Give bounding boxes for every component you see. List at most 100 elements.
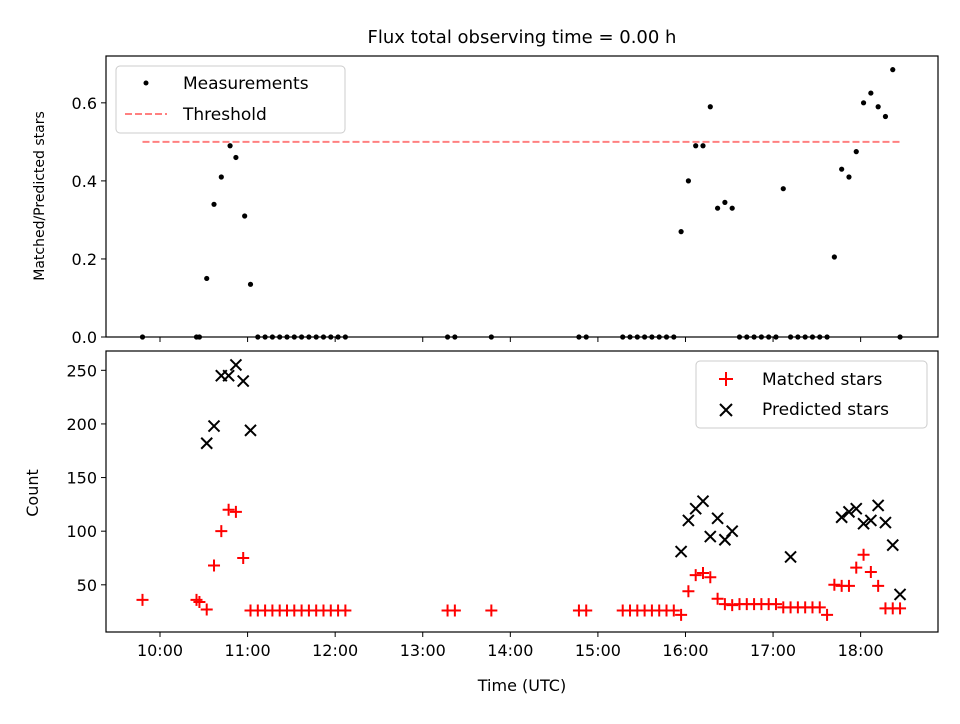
top-legend: Measurements Threshold	[115, 65, 346, 134]
legend-predicted-marker	[719, 403, 733, 417]
matched-star-point	[828, 578, 841, 591]
matched-star-point	[850, 561, 863, 574]
measurement-point	[211, 201, 217, 207]
predicted-star-point	[711, 512, 724, 525]
top-y-ticks: 0.0 0.2 0.4 0.6	[72, 94, 106, 347]
predicted-star-point	[835, 511, 848, 524]
matched-star-point	[222, 503, 235, 516]
measurement-point	[868, 90, 874, 96]
bottom-y-tick-label: 100	[66, 522, 97, 541]
matched-star-point	[229, 505, 242, 518]
measurement-point	[780, 186, 786, 192]
matched-star-point	[215, 525, 228, 538]
matched-star-point	[485, 604, 498, 617]
matched-star-point	[689, 569, 702, 582]
matched-star-point	[193, 595, 206, 608]
matched-star-point	[696, 567, 709, 580]
predicted-star-point	[207, 419, 221, 433]
predicted-stars-series	[200, 358, 907, 601]
x-tick-label: 15:00	[575, 641, 621, 660]
top-panel: Flux total observing time = 0.00 h Match…	[32, 27, 939, 347]
measurement-point	[890, 67, 896, 73]
bottom-y-tick-label: 200	[66, 415, 97, 434]
predicted-star-point	[244, 424, 257, 437]
legend-matched-marker	[719, 372, 733, 386]
predicted-star-point	[229, 358, 243, 372]
predicted-star-point	[850, 502, 863, 515]
matched-star-point	[726, 599, 739, 612]
bottom-legend-box	[695, 360, 928, 429]
top-y-tick-label: 0.6	[72, 94, 97, 113]
x-tick-label: 12:00	[312, 641, 358, 660]
predicted-star-point	[725, 524, 739, 538]
measurement-point	[846, 174, 852, 180]
bottom-x-ticks: 10:00 11:00 12:00 13:00 14:00 15:00 16:00 17:00…	[137, 632, 884, 660]
bottom-legend: Matched stars Predicted stars	[695, 360, 928, 429]
bottom-plot-frame	[105, 350, 939, 633]
matched-star-point	[813, 601, 826, 614]
legend-measurements-label: Measurements	[183, 74, 309, 94]
matched-star-point	[208, 559, 221, 572]
measurement-point	[714, 205, 721, 211]
legend-predicted-label: Predicted stars	[762, 400, 889, 420]
top-x-ticks	[159, 337, 862, 342]
measurement-point	[729, 205, 735, 211]
x-tick-label: 13:00	[400, 641, 446, 660]
measurement-point	[875, 104, 881, 110]
bottom-y-axis-label: Count	[23, 469, 42, 517]
predicted-star-point	[879, 516, 892, 529]
matched-star-point	[857, 548, 870, 561]
measurement-point	[247, 281, 254, 287]
matched-star-point	[864, 565, 877, 578]
x-tick-label: 14:00	[487, 641, 533, 660]
matched-star-point	[237, 551, 250, 564]
predicted-star-point	[674, 545, 688, 558]
top-y-tick-label: 0.2	[72, 250, 97, 269]
measurement-point	[218, 174, 224, 180]
x-axis-label: Time (UTC)	[477, 676, 566, 695]
bottom-y-tick-label: 150	[66, 469, 97, 488]
predicted-star-point	[886, 538, 899, 552]
matched-star-point	[136, 593, 149, 606]
x-tick-label: 17:00	[750, 641, 796, 660]
predicted-star-point	[682, 514, 695, 527]
bottom-y-tick-label: 50	[77, 576, 97, 595]
measurement-point	[204, 275, 210, 282]
matched-star-point	[682, 585, 695, 598]
matched-star-point	[675, 608, 688, 621]
matched-stars-series	[136, 503, 907, 621]
predicted-star-point	[871, 499, 885, 512]
chart-title: Flux total observing time = 0.00 h	[368, 27, 677, 48]
predicted-star-point	[864, 514, 878, 527]
predicted-star-point	[200, 437, 213, 450]
measurement-point	[860, 100, 867, 106]
matched-star-point	[580, 604, 593, 617]
matched-star-point	[190, 593, 203, 606]
x-tick-label: 11:00	[225, 641, 271, 660]
measurement-point	[242, 213, 248, 219]
x-tick-label: 10:00	[137, 641, 183, 660]
measurement-point	[227, 143, 233, 149]
measurement-point	[839, 166, 845, 172]
predicted-star-point	[222, 369, 235, 382]
legend-threshold-label: Threshold	[182, 105, 267, 125]
measurement-point	[853, 149, 859, 155]
measurement-point	[722, 199, 728, 205]
matched-star-point	[842, 579, 855, 592]
top-y-tick-label: 0.0	[72, 328, 97, 347]
matched-star-point	[769, 598, 782, 611]
measurement-point	[831, 254, 837, 260]
top-y-axis-label: Matched/Predicted stars	[32, 111, 48, 281]
predicted-star-point	[893, 588, 907, 601]
matched-star-point	[711, 592, 724, 605]
legend-measurements-marker	[143, 80, 149, 86]
predicted-star-point	[704, 530, 717, 543]
measurement-point	[707, 104, 713, 110]
matched-star-point	[821, 608, 834, 621]
measurement-point	[233, 154, 239, 161]
matched-star-point	[200, 603, 213, 616]
legend-matched-label: Matched stars	[762, 370, 882, 390]
measurement-point	[882, 113, 889, 120]
predicted-star-point	[784, 550, 797, 564]
